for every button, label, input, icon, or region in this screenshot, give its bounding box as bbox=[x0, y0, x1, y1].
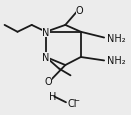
Text: NH₂: NH₂ bbox=[107, 33, 125, 43]
Text: O: O bbox=[76, 6, 83, 16]
Text: H: H bbox=[49, 91, 56, 101]
Text: Cl: Cl bbox=[68, 98, 77, 108]
Text: −: − bbox=[73, 98, 79, 103]
Text: N: N bbox=[42, 53, 50, 62]
Text: NH₂: NH₂ bbox=[107, 56, 125, 66]
Text: N: N bbox=[42, 28, 50, 37]
Text: O: O bbox=[45, 76, 52, 86]
